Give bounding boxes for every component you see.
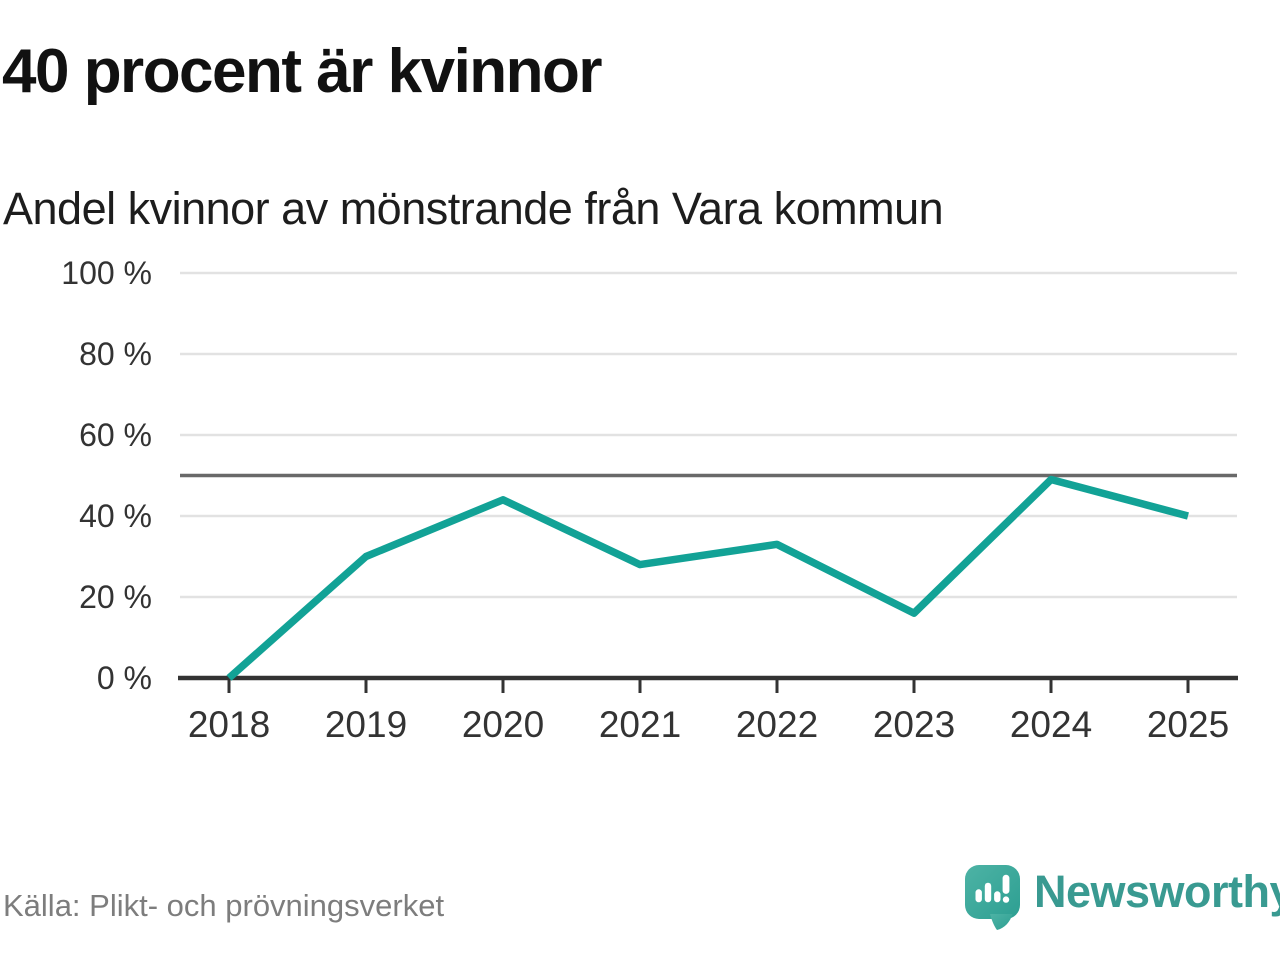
source-note: Källa: Plikt- och prövningsverket bbox=[3, 888, 445, 923]
newsworthy-logo-icon bbox=[965, 865, 1020, 930]
x-tick-label-2024: 2024 bbox=[1010, 704, 1092, 745]
y-tick-label-100: 100 % bbox=[61, 255, 152, 291]
x-tick-label-2021: 2021 bbox=[599, 704, 681, 745]
exclamation-mark-bar bbox=[1002, 874, 1010, 894]
newsworthy-logo: Newsworthy bbox=[964, 862, 1280, 934]
x-tick-label-2025: 2025 bbox=[1147, 704, 1229, 745]
x-tick-label-2020: 2020 bbox=[462, 704, 544, 745]
y-tick-label-80: 80 % bbox=[79, 336, 152, 372]
chart-title: 40 procent är kvinnor bbox=[2, 37, 603, 106]
y-tick-label-40: 40 % bbox=[79, 498, 152, 534]
x-tick-label-2018: 2018 bbox=[188, 704, 270, 745]
data-line-Andel kvinnor av mönstrande bbox=[226, 475, 1189, 681]
chart-subtitle: Andel kvinnor av mönstrande från Vara ko… bbox=[3, 183, 944, 234]
x-tick-label-2022: 2022 bbox=[736, 704, 818, 745]
speech-bubble-tail bbox=[990, 914, 1013, 930]
bar-chart-bar-1 bbox=[975, 889, 982, 903]
bar-chart-bar-3 bbox=[994, 891, 1001, 903]
x-tick-label-2019: 2019 bbox=[325, 704, 407, 745]
y-tick-label-20: 20 % bbox=[79, 579, 152, 615]
y-tick-label-60: 60 % bbox=[79, 417, 152, 453]
speech-bubble-shape bbox=[965, 865, 1020, 919]
x-tick-label-2023: 2023 bbox=[873, 704, 955, 745]
y-tick-label-0: 0 % bbox=[97, 660, 152, 696]
newsworthy-logo-text: Newsworthy bbox=[1034, 866, 1280, 917]
bar-chart-bar-2 bbox=[984, 882, 992, 903]
exclamation-mark-dot bbox=[1002, 896, 1010, 903]
